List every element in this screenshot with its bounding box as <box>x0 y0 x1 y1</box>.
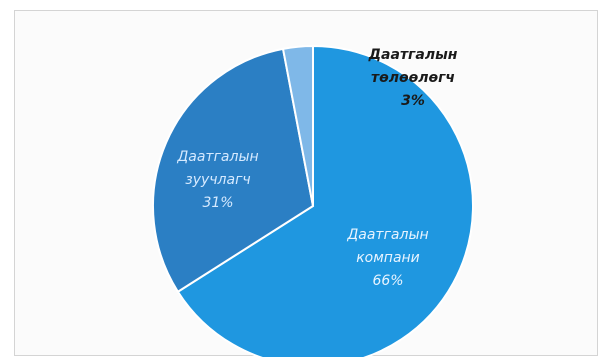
slice-label-line: зуучлагч <box>185 172 250 188</box>
pie-slice <box>176 44 474 357</box>
pie-slice <box>152 47 315 294</box>
slice-label-line: Даатгалын <box>368 47 458 63</box>
slice-label-line: 3% <box>401 93 425 109</box>
slice-label: Даатгалын төлөөлөгч 3% <box>368 47 458 109</box>
slice-label-line: 31% <box>202 195 233 211</box>
slice-label: Даатгалын зуучлагч 31% <box>176 149 258 211</box>
slice-label-line: төлөөлөгч <box>371 70 455 86</box>
pie-slice <box>281 44 314 207</box>
pie-chart: Даатгалын компани 66%Даатгалын зуучлагч 31%Д… <box>152 44 474 357</box>
slice-label: Даатгалын компани 66% <box>346 227 428 289</box>
chart-frame: Даатгалын компани 66% Даатгалын зуучлагч 31% Д… <box>14 10 598 357</box>
slice-label-line: 66% <box>372 273 403 289</box>
slice-label-line: компани <box>356 250 420 266</box>
slice-label-line: Даатгалын <box>346 227 428 243</box>
slice-label-line: Даатгалын <box>176 149 258 165</box>
